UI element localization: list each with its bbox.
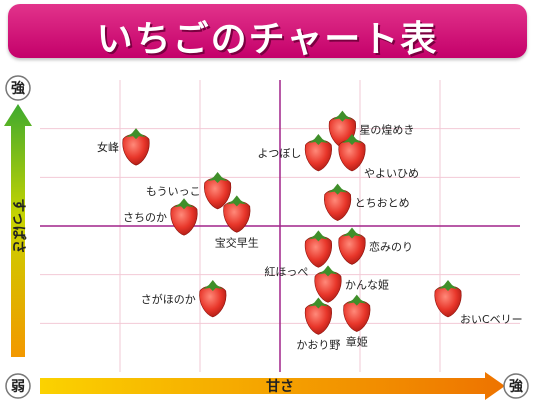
strawberry-leaf-icon <box>327 183 348 195</box>
y-axis-high-label: 強 <box>11 80 25 97</box>
strawberry-leaf-icon <box>346 294 367 306</box>
strawberry-leaf-icon <box>342 134 362 145</box>
x-axis-arrow <box>40 372 505 400</box>
strawberry-leaf-icon <box>174 198 194 210</box>
point-label: もういっこ <box>146 185 201 198</box>
point-label: かんな姫 <box>345 277 389 291</box>
data-points: 星の煌めき女峰よつぼしやよいひめもういっことちおとめさちのか宝交早生 恋みのり紅ほ… <box>97 110 523 352</box>
x-axis-low-marker: 弱 <box>5 373 31 399</box>
point-label: やよいひめ <box>364 167 419 180</box>
strawberry-point: もういっこ <box>146 171 232 210</box>
x-axis-high-label: 強 <box>509 378 523 395</box>
point-label: 宝交早生 <box>215 235 259 249</box>
strawberry-point: よつぼし <box>257 134 332 172</box>
strawberry-leaf-icon <box>202 280 223 291</box>
x-axis-low-label: 弱 <box>11 379 25 395</box>
point-label: 紅ほっぺ <box>264 265 308 278</box>
y-axis-title: すっぱさ <box>10 198 27 253</box>
strawberry-point: かおり野 <box>296 297 340 352</box>
chart-title: いちごのチャート表 <box>96 19 439 60</box>
strawberry-point: さがほのか <box>141 280 227 318</box>
point-label: 恋みのり <box>369 239 413 253</box>
strawberry-leaf-icon <box>438 280 458 291</box>
strawberry-point: とちおとめ <box>324 183 410 221</box>
strawberry-point: さちのか <box>123 198 198 236</box>
title-banner: いちごのチャート表 <box>8 4 527 60</box>
strawberry-leaf-icon <box>308 134 329 145</box>
strawberry-point: かんな姫 <box>314 265 389 303</box>
y-axis-high-marker: 強 <box>5 75 31 101</box>
point-label: 章姫 <box>346 335 368 349</box>
strawberry-leaf-icon <box>126 128 146 140</box>
point-label: よつぼし <box>257 147 301 160</box>
point-label: さちのか <box>123 211 167 224</box>
y-axis-arrow <box>4 104 32 357</box>
strawberry-point: おいCベリー <box>434 280 523 326</box>
point-label: 女峰 <box>97 140 119 154</box>
strawberry-leaf-icon <box>308 230 329 242</box>
point-label: かおり野 <box>296 339 340 352</box>
strawberry-point: 紅ほっぺ <box>264 230 332 278</box>
point-label: 星の煌めき <box>359 124 414 137</box>
x-axis-title: 甘さ <box>266 378 294 395</box>
strawberry-leaf-icon <box>226 195 247 207</box>
point-label: とちおとめ <box>355 197 410 210</box>
strawberry-point: 女峰 <box>97 128 150 166</box>
point-label: さがほのか <box>141 292 196 306</box>
strawberry-leaf-icon <box>308 297 329 309</box>
strawberry-leaf-icon <box>332 110 353 122</box>
strawberry-point: 宝交早生 <box>215 195 259 249</box>
strawberry-leaf-icon <box>342 227 362 239</box>
strawberry-point: やよいひめ <box>338 134 419 180</box>
strawberry-leaf-icon <box>318 265 338 277</box>
point-label: おいCベリー <box>460 313 523 326</box>
strawberry-point: 章姫 <box>343 294 371 349</box>
strawberry-point: 恋みのり <box>338 227 413 265</box>
x-axis-high-marker: 強 <box>503 373 529 399</box>
strawberry-leaf-icon <box>207 171 228 183</box>
